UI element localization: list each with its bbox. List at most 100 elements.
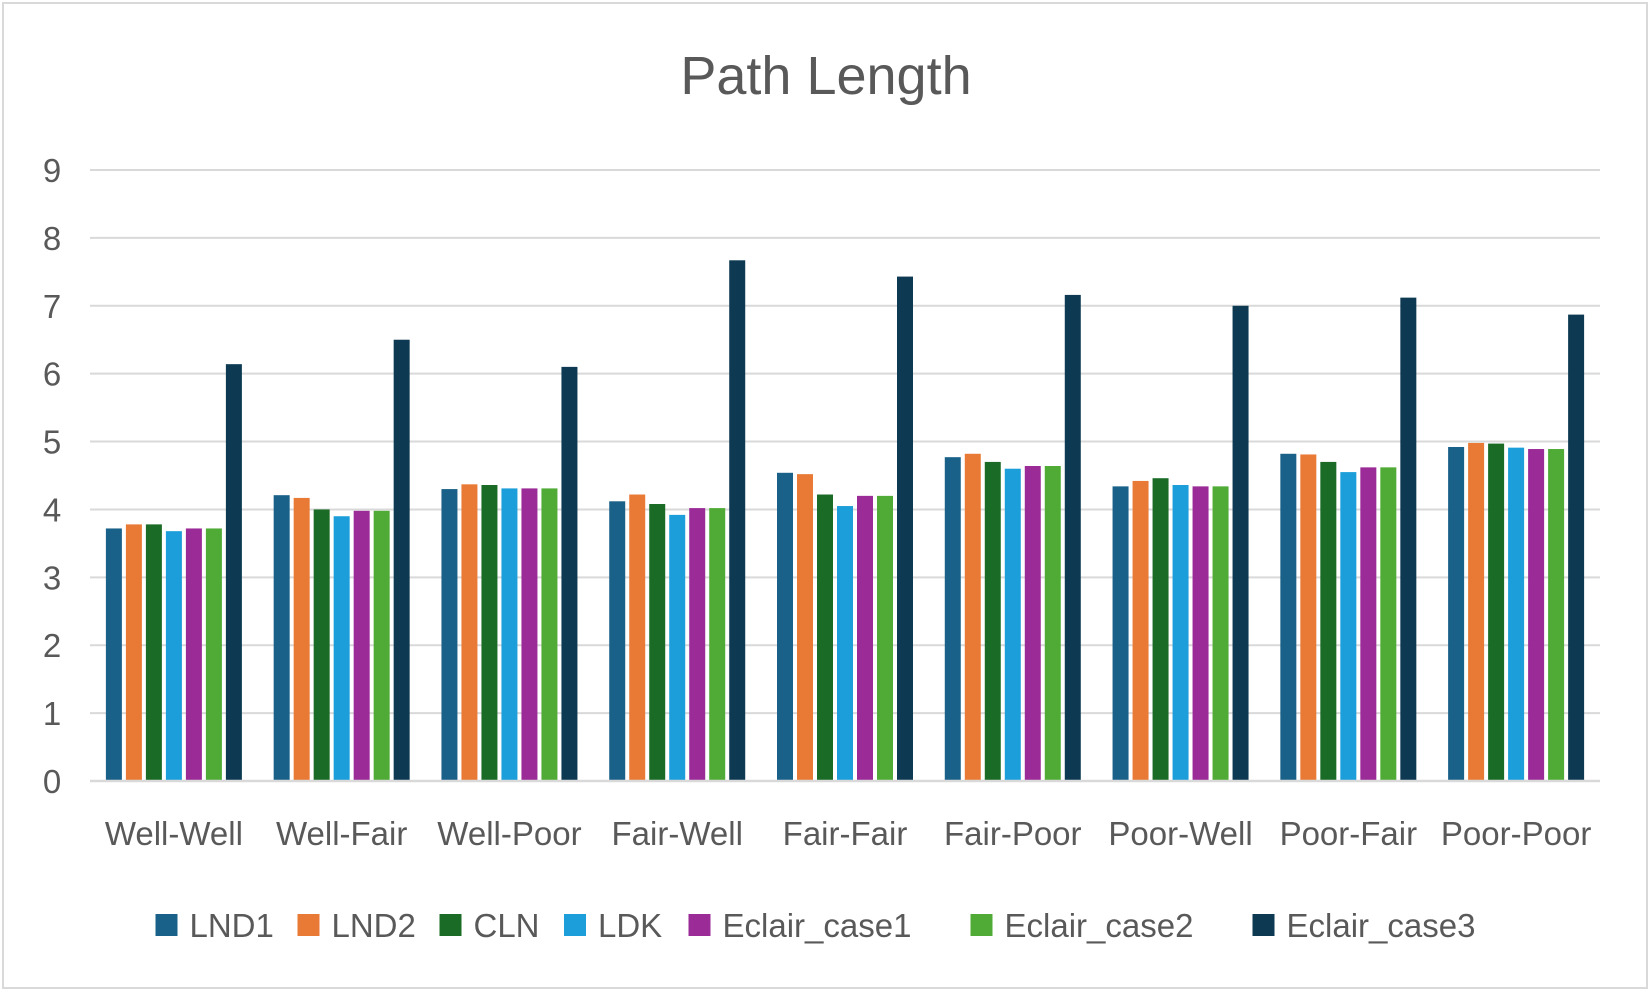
legend-item-ldk: LDK <box>564 907 662 944</box>
bar-lnd1 <box>1112 486 1129 781</box>
legend-label: LND2 <box>332 907 416 944</box>
bar-eclair-case3 <box>1064 294 1081 781</box>
bar-ldk <box>501 488 518 781</box>
legend-item-eclair-case2: Eclair_case2 <box>970 907 1194 944</box>
legend-label: Eclair_case3 <box>1287 907 1476 944</box>
legend-label: LND1 <box>190 907 274 944</box>
bar-eclair-case2 <box>541 488 558 781</box>
bar-ldk <box>669 514 686 781</box>
bar-lnd1 <box>609 501 626 781</box>
bar-ldk <box>333 516 350 781</box>
bar-ldk <box>1004 468 1021 781</box>
bar-eclair-case1 <box>185 528 202 781</box>
bar-eclair-case1 <box>521 488 538 781</box>
bar-eclair-case2 <box>205 528 222 781</box>
bar-eclair-case1 <box>1024 465 1041 781</box>
bar-lnd2 <box>461 484 478 781</box>
bar-cln <box>1152 478 1169 781</box>
bar-cln <box>145 524 162 781</box>
bar-cln <box>313 509 330 781</box>
x-category-label: Fair-Poor <box>944 815 1082 852</box>
bar-lnd2 <box>1300 454 1317 781</box>
bar-cln <box>1320 461 1337 781</box>
bar-ldk <box>165 531 182 781</box>
legend-swatch <box>970 914 993 936</box>
bar-eclair-case3 <box>897 276 913 781</box>
bar-eclair-case1 <box>1528 449 1545 781</box>
bar-lnd1 <box>944 457 961 781</box>
y-tick-label: 5 <box>43 424 61 461</box>
y-tick-label: 6 <box>43 356 61 393</box>
chart-title: Path Length <box>680 46 971 106</box>
bar-eclair-case3 <box>1232 305 1249 781</box>
bar-ldk <box>1508 447 1525 781</box>
y-tick-label: 7 <box>43 288 61 325</box>
bar-eclair-case1 <box>689 508 706 781</box>
y-tick-label: 3 <box>43 559 61 596</box>
bar-cln <box>1488 443 1505 781</box>
bar-eclair-case3 <box>393 339 410 781</box>
y-tick-label: 2 <box>43 627 61 664</box>
legend-swatch <box>297 914 320 936</box>
bar-eclair-case1 <box>353 510 370 781</box>
bar-eclair-case2 <box>709 508 726 781</box>
bar-lnd2 <box>797 474 813 781</box>
bar-eclair-case2 <box>1548 449 1565 781</box>
legend-item-lnd1: LND1 <box>155 907 274 944</box>
bar-lnd1 <box>1448 446 1465 781</box>
legend-swatch <box>1252 914 1275 936</box>
legend-swatch <box>439 914 462 936</box>
y-axis-ticks: 0 1 2 3 4 5 6 7 8 9 <box>43 152 61 800</box>
bar-eclair-case3 <box>1400 297 1417 781</box>
bar-eclair-case2 <box>877 495 893 781</box>
bar-eclair-case3 <box>561 366 578 781</box>
bar-lnd2 <box>1468 442 1485 781</box>
legend-item-eclair-case1: Eclair_case1 <box>688 907 912 944</box>
bar-lnd1 <box>273 495 290 781</box>
bar-eclair-case3 <box>729 260 746 781</box>
x-axis-categories: Well-Well Well-Fair Well-Poor Fair-Well Fair… <box>105 815 1591 852</box>
bar-ldk <box>837 506 853 781</box>
y-tick-label: 8 <box>43 220 61 257</box>
bar-cln <box>984 461 1001 781</box>
y-tick-label: 1 <box>43 695 61 732</box>
bar-cln <box>481 485 498 781</box>
y-tick-label: 9 <box>43 152 61 189</box>
bar-ldk <box>1172 485 1189 781</box>
x-category-label: Poor-Well <box>1108 815 1252 852</box>
bar-eclair-case3 <box>1568 314 1585 781</box>
bar-eclair-case2 <box>373 510 390 781</box>
bar-eclair-case2 <box>1044 465 1061 781</box>
legend-swatch <box>155 914 178 936</box>
x-category-label: Well-Fair <box>276 815 407 852</box>
legend-label: Eclair_case2 <box>1005 907 1194 944</box>
bar-lnd2 <box>293 497 310 781</box>
x-category-label: Poor-Poor <box>1441 815 1591 852</box>
legend-label: LDK <box>598 907 662 944</box>
bar-cln <box>817 494 833 781</box>
bar-eclair-case1 <box>857 495 873 781</box>
legend-label: CLN <box>474 907 540 944</box>
x-category-label: Poor-Fair <box>1280 815 1418 852</box>
x-category-label: Fair-Fair <box>783 815 908 852</box>
x-category-label: Well-Well <box>105 815 243 852</box>
bar-lnd2 <box>629 494 646 781</box>
legend: LND1 LND2 CLN LDK Eclair_case1 Eclair_case2 Ec… <box>155 907 1476 944</box>
legend-swatch <box>564 914 586 936</box>
y-tick-label: 0 <box>43 763 61 800</box>
legend-label: Eclair_case1 <box>723 907 912 944</box>
y-tick-label: 4 <box>43 491 61 528</box>
bar-lnd1 <box>1280 453 1297 781</box>
legend-swatch <box>688 914 711 936</box>
legend-item-cln: CLN <box>439 907 540 944</box>
x-category-label: Fair-Well <box>612 815 743 852</box>
bar-eclair-case1 <box>1192 486 1209 781</box>
bar-lnd2 <box>964 453 981 781</box>
bar-ldk <box>1340 472 1357 781</box>
legend-item-eclair-case3: Eclair_case3 <box>1252 907 1476 944</box>
bar-lnd1 <box>777 472 793 781</box>
bar-eclair-case1 <box>1360 467 1377 781</box>
bar-eclair-case2 <box>1380 467 1397 781</box>
bar-lnd1 <box>441 489 458 781</box>
